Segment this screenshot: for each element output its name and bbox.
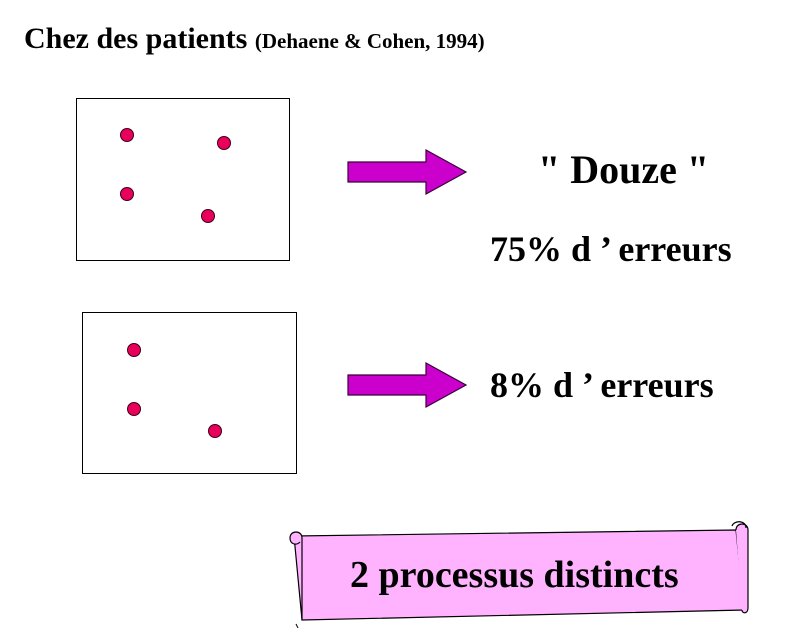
scroll-banner-shape <box>289 521 749 628</box>
dot-display-three <box>82 312 297 474</box>
dot <box>201 209 215 223</box>
dot <box>127 343 141 357</box>
dot <box>217 136 231 150</box>
dot-display-four <box>76 98 290 261</box>
dot <box>208 424 222 438</box>
dot <box>127 402 141 416</box>
conclusion-text: 2 processus distincts <box>350 554 679 596</box>
dot <box>120 128 134 142</box>
right-arrow-icon <box>347 361 468 409</box>
error-rate-three-dots: 8% d ’ erreurs <box>490 365 714 405</box>
title-citation: (Dehaene & Cohen, 1994) <box>254 29 485 53</box>
response-word: " Douze " <box>538 147 710 192</box>
slide-title: Chez des patients (Dehaene & Cohen, 1994… <box>24 22 485 56</box>
right-arrow-icon <box>347 148 468 196</box>
error-rate-four-dots: 75% d ’ erreurs <box>490 229 732 269</box>
title-main: Chez des patients <box>24 22 248 55</box>
dot <box>120 187 134 201</box>
